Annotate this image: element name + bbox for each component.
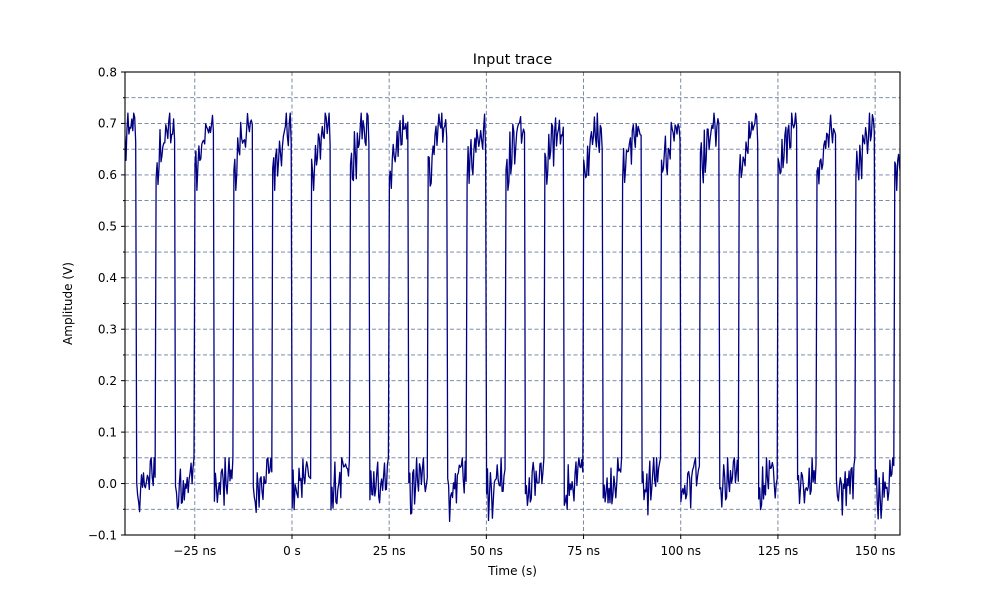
y-tick-label: 0.6 [98, 168, 117, 182]
y-tick-label: 0.8 [98, 65, 117, 79]
x-tick-label: 125 ns [758, 544, 799, 558]
x-axis-label: Time (s) [487, 564, 537, 578]
y-tick-label: 0.2 [98, 374, 117, 388]
x-tick-label: 100 ns [660, 544, 701, 558]
y-tick-label: 0.4 [98, 271, 117, 285]
y-axis-label: Amplitude (V) [61, 262, 75, 345]
y-tick-label: 0.5 [98, 220, 117, 234]
x-tick-label: 150 ns [855, 544, 896, 558]
x-tick-label: 25 ns [373, 544, 406, 558]
x-tick-label: 0 s [283, 544, 301, 558]
y-axis: −0.1 0.0 0.1 0.2 0.3 0.4 0.5 0.6 0.7 0.8 [88, 65, 125, 542]
y-tick-label: 0.1 [98, 425, 117, 439]
x-tick-label: 75 ns [567, 544, 600, 558]
y-tick-label: −0.1 [88, 528, 117, 542]
y-tick-label: 0.0 [98, 477, 117, 491]
y-tick-label: 0.7 [98, 117, 117, 131]
x-axis: −25 ns 0 s 25 ns 50 ns 75 ns 100 ns 125 ns 150 … [173, 535, 895, 558]
chart-title: Input trace [473, 52, 553, 68]
x-tick-label: −25 ns [173, 544, 216, 558]
y-tick-label: 0.3 [98, 323, 117, 337]
trace-line [125, 112, 900, 522]
x-tick-label: 50 ns [470, 544, 503, 558]
